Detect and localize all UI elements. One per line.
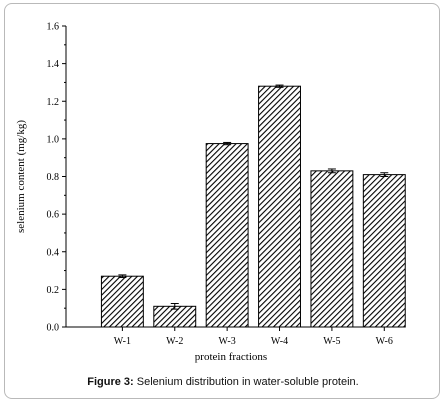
bar-chart: W-1 W-2 W-3 W-4 W-5 W-6 0.0 0.2 0.4 0.6 0.8 1.0 1.2 1… bbox=[15, 22, 406, 363]
y-axis-title: selenium content (mg/kg) bbox=[15, 120, 27, 233]
x-tick-label: W-5 bbox=[323, 336, 340, 347]
y-tick-label: 0.4 bbox=[47, 247, 60, 258]
axis-layer: W-1 W-2 W-3 W-4 W-5 W-6 0.0 0.2 0.4 0.6 0.8 1.0 1.2 1… bbox=[47, 22, 396, 347]
x-tick-label: W-6 bbox=[376, 336, 393, 347]
bar-w-6 bbox=[362, 174, 406, 328]
y-tick-label: 1.4 bbox=[47, 59, 60, 70]
caption-text: Selenium distribution in water-soluble p… bbox=[133, 376, 359, 388]
bars-layer bbox=[100, 84, 406, 328]
x-tick-label: W-1 bbox=[114, 336, 131, 347]
error-bar-w-3 bbox=[223, 141, 232, 146]
figure-caption: Figure 3: Selenium distribution in water… bbox=[0, 376, 446, 388]
error-bar-w-4 bbox=[275, 84, 284, 88]
bar-w-3 bbox=[205, 143, 249, 328]
y-tick-label: 1.2 bbox=[47, 97, 60, 108]
y-tick-label: 0.6 bbox=[47, 210, 60, 221]
y-tick-label: 0.0 bbox=[47, 323, 60, 334]
error-bar-w-2 bbox=[170, 302, 179, 310]
x-axis-title: protein fractions bbox=[195, 351, 267, 363]
y-tick-label: 1.6 bbox=[47, 22, 60, 33]
y-tick-label: 0.8 bbox=[47, 172, 60, 183]
bar-w-1 bbox=[100, 275, 144, 328]
x-tick-label: W-3 bbox=[219, 336, 236, 347]
caption-label: Figure 3: bbox=[87, 376, 134, 388]
x-tick-label: W-4 bbox=[271, 336, 288, 347]
y-tick-label: 0.2 bbox=[47, 285, 60, 296]
error-bar-w-6 bbox=[380, 172, 389, 177]
bar-w-5 bbox=[310, 170, 354, 328]
error-bar-w-5 bbox=[327, 168, 336, 174]
error-bar-w-1 bbox=[118, 274, 127, 279]
y-tick-label: 1.0 bbox=[47, 134, 60, 145]
x-tick-label: W-2 bbox=[166, 336, 183, 347]
bar-w-4 bbox=[258, 85, 301, 328]
